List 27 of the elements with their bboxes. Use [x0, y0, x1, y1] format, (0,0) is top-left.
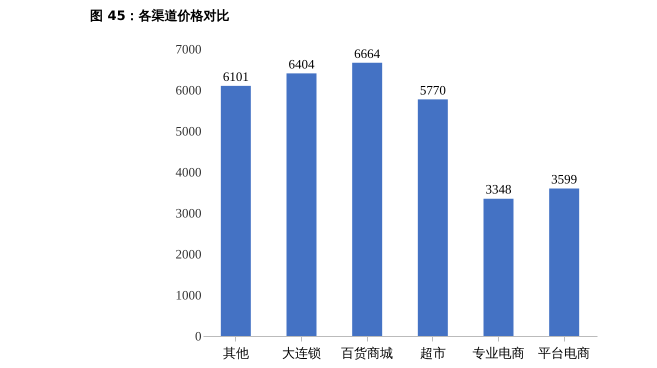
- bar: [484, 198, 514, 336]
- y-tick-label: 7000: [176, 42, 202, 56]
- bar: [286, 73, 316, 336]
- y-tick-label: 4000: [176, 164, 202, 180]
- data-label: 6101: [222, 68, 249, 84]
- y-tick-label: 2000: [176, 246, 202, 262]
- x-tick-label: 其他: [222, 346, 249, 362]
- data-label: 3599: [551, 171, 578, 186]
- data-label: 5770: [420, 82, 446, 98]
- x-tick-label: 百货商城: [341, 346, 394, 362]
- data-label: 3348: [486, 182, 512, 197]
- y-tick-label: 0: [195, 328, 202, 344]
- y-tick-label: 5000: [176, 124, 202, 138]
- bar: [352, 62, 382, 336]
- chart-title: 图 45：各渠道价格对比: [90, 8, 230, 24]
- x-tick-label: 大连锁: [282, 346, 321, 362]
- x-tick-label: 超市: [420, 346, 446, 362]
- bar: [220, 86, 251, 336]
- y-tick-label: 1000: [176, 288, 202, 302]
- x-tick-label: 平台电商: [538, 346, 590, 362]
- y-tick-label: 6000: [176, 82, 202, 98]
- data-label: 6404: [288, 56, 315, 72]
- bar: [418, 99, 448, 336]
- bar: [549, 188, 580, 336]
- x-tick-label: 专业电商: [472, 346, 524, 362]
- y-tick-label: 3000: [176, 206, 202, 220]
- data-label: 6664: [354, 46, 381, 61]
